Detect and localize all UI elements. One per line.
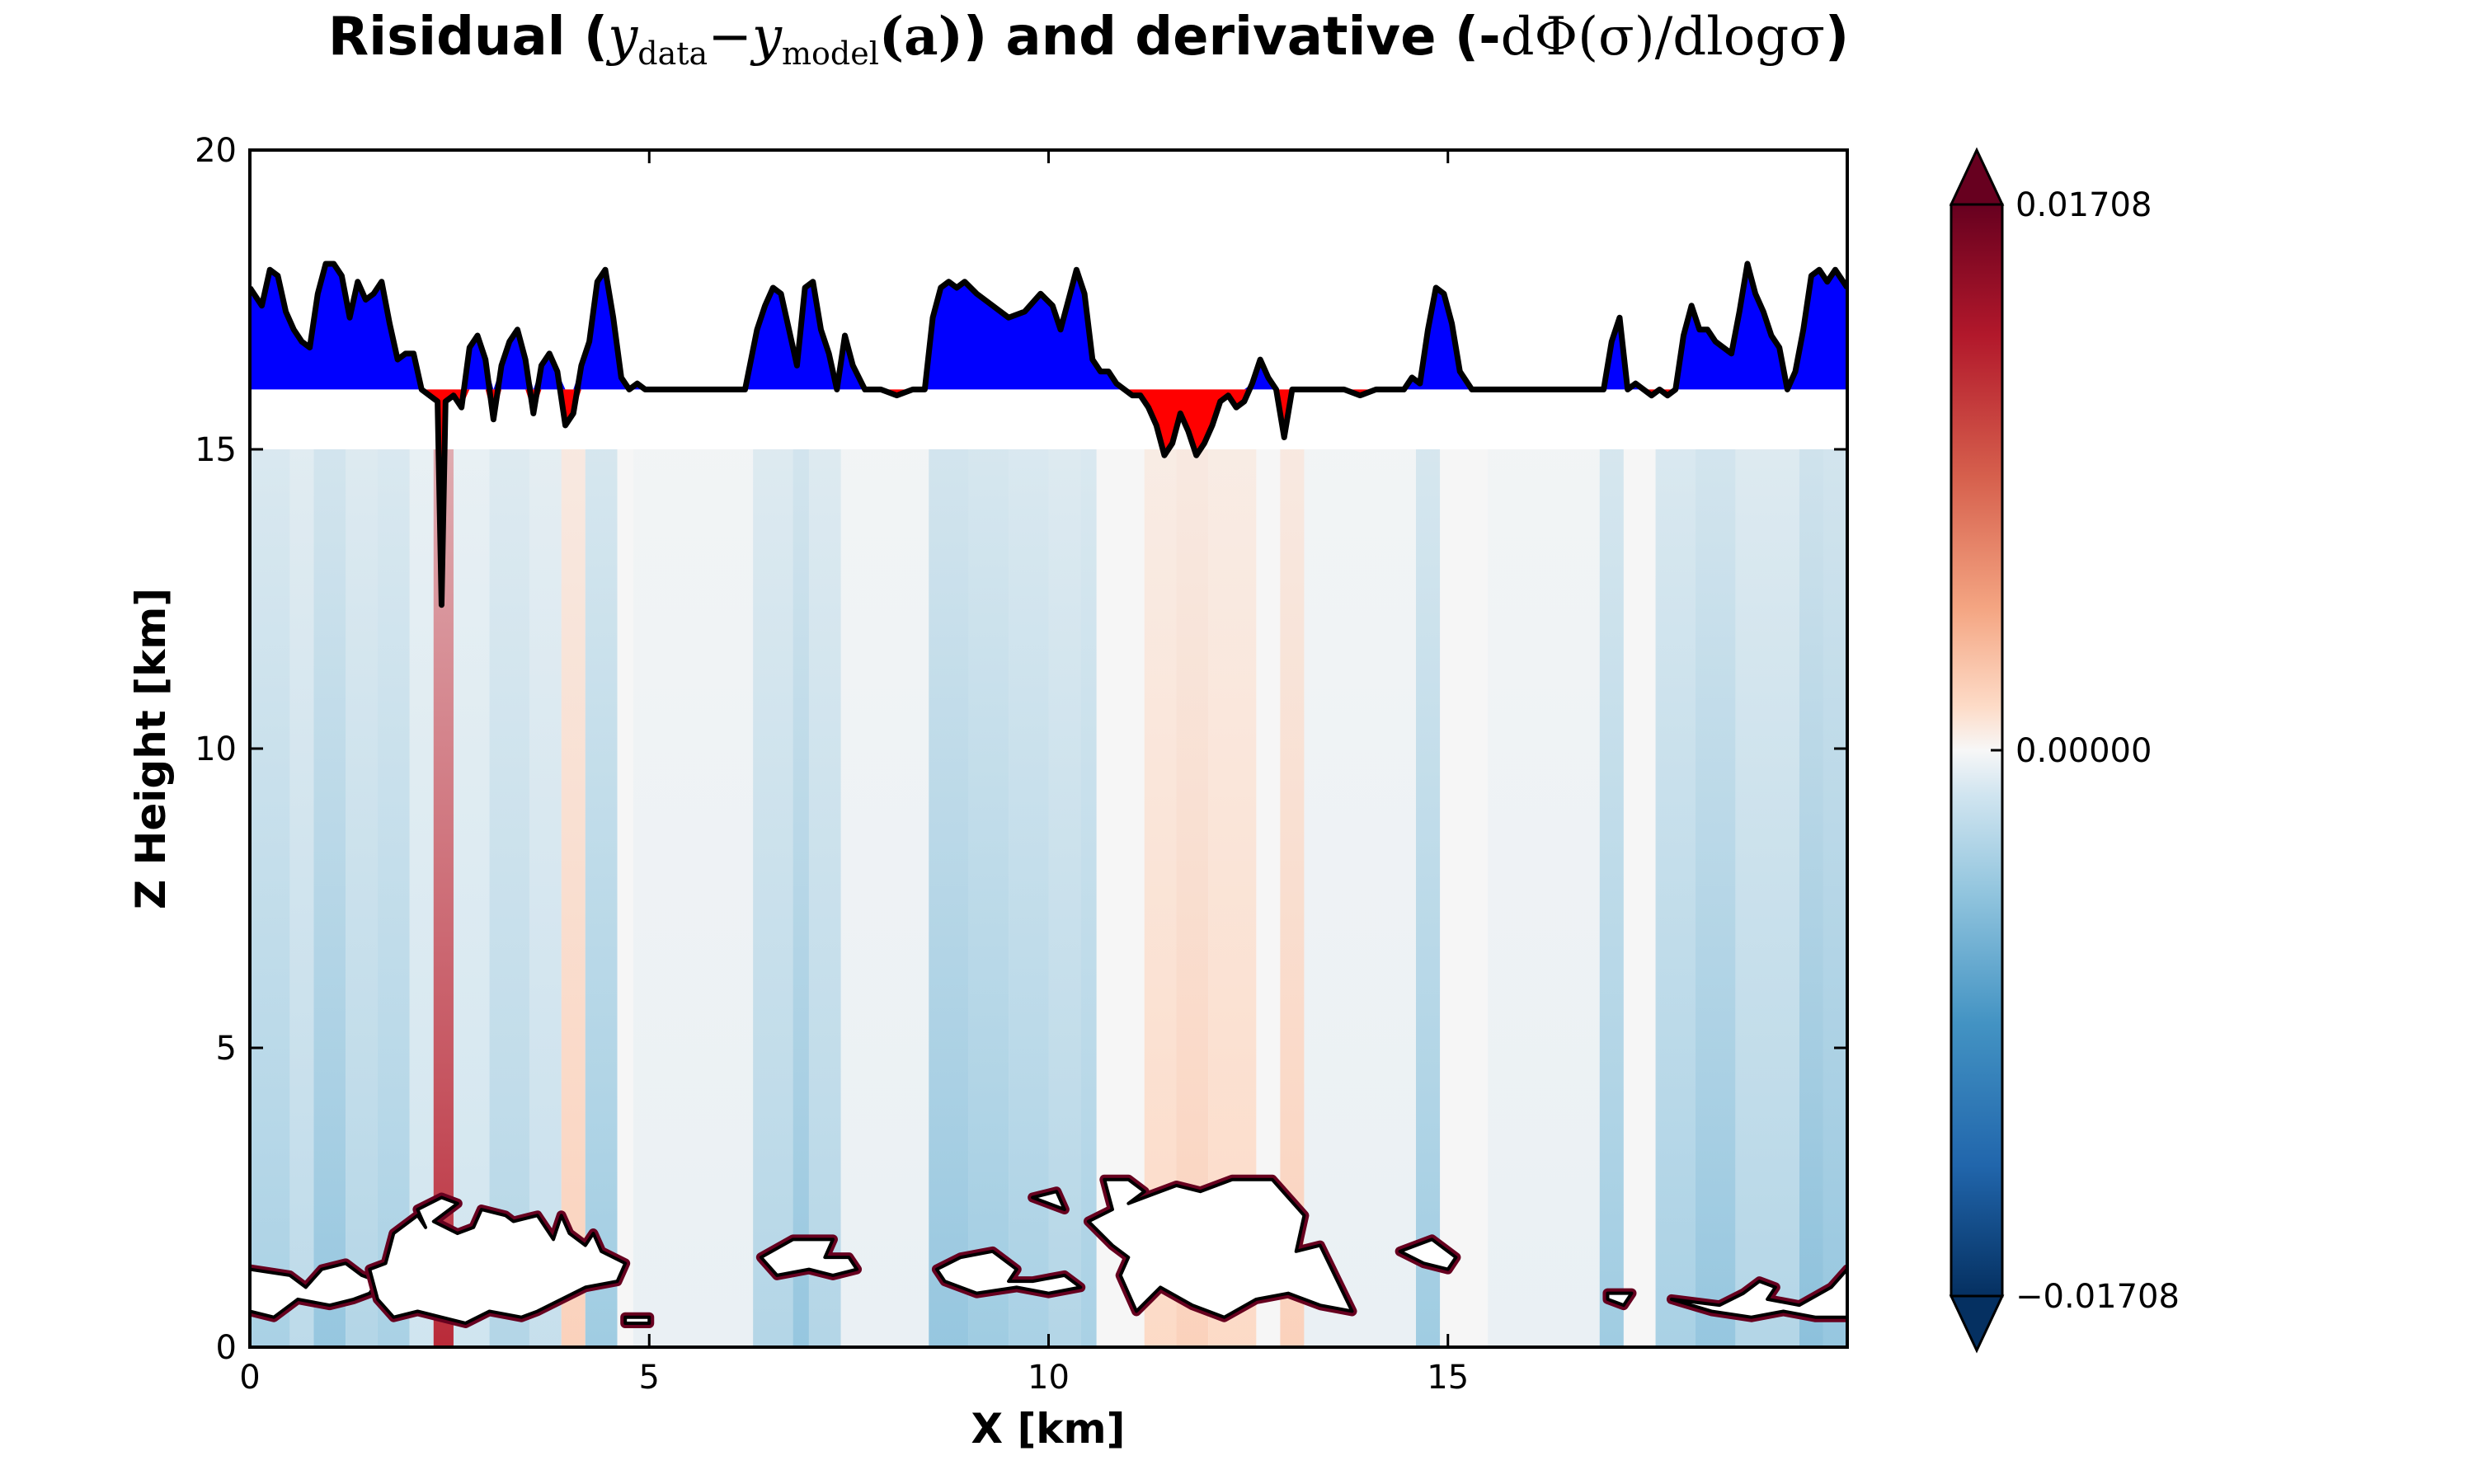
y-tick-label: 0 [216, 1329, 237, 1367]
heatmap-column [1009, 449, 1049, 1347]
cloud-region [623, 1315, 651, 1325]
heatmap-column [1695, 449, 1736, 1347]
cloud-region [934, 1249, 1083, 1295]
heatmap-column [1735, 449, 1799, 1347]
colorbar-extend-max [1949, 147, 2005, 206]
heatmap-column [1823, 449, 1847, 1347]
heatmap-column [840, 449, 929, 1347]
x-tick-label: 10 [1028, 1359, 1070, 1397]
title-ymodel-sub: model [782, 35, 879, 72]
x-tick-label: 0 [239, 1359, 260, 1397]
heatmap-column [753, 449, 793, 1347]
heatmap-column [1080, 449, 1097, 1347]
heatmap-column [633, 449, 754, 1347]
cloud-region [1669, 1267, 1847, 1319]
title-arg: (a) [879, 6, 963, 68]
y-tick-label: 5 [216, 1030, 237, 1068]
residual-positive-fill [250, 263, 1847, 390]
heatmap-column [289, 449, 314, 1347]
x-tick-label: 5 [639, 1359, 660, 1397]
heatmap-column [585, 449, 618, 1347]
colorbar: 0.01708 0.00000 −0.01708 [1949, 147, 2180, 1354]
heatmap-column [929, 449, 969, 1347]
x-axis-label: X [km] [971, 1405, 1125, 1453]
title-deriv: dΦ(σ)/dlogσ [1501, 7, 1825, 68]
heatmap [250, 449, 1847, 1347]
x-axis: 0 5 10 15 [239, 150, 1469, 1397]
y-tick-label: 20 [195, 132, 237, 170]
heatmap-column [409, 449, 434, 1347]
title-ydata-sub: data [637, 35, 708, 72]
y-axis-label: Z Height [km] [127, 588, 175, 909]
y-axis: 0 5 10 15 20 [195, 132, 1847, 1367]
heatmap-column [346, 449, 378, 1347]
y-tick-label: 10 [195, 730, 237, 768]
heatmap-column [313, 449, 346, 1347]
cloud-region [759, 1237, 859, 1277]
heatmap-column [1304, 449, 1417, 1347]
heatmap-column [1416, 449, 1441, 1347]
title-suffix: ) [1825, 7, 1849, 68]
heatmap-column [489, 449, 529, 1347]
cloud-contours [250, 1174, 1847, 1328]
title-ydata: y [605, 7, 638, 68]
title-ymodel: y [750, 7, 783, 68]
title-prefix: Risidual ( [328, 7, 608, 68]
title-minus: − [708, 7, 752, 68]
heatmap-column [808, 449, 841, 1347]
colorbar-tick-label: 0.00000 [2015, 732, 2152, 770]
heatmap-column [250, 449, 290, 1347]
heatmap-column [1799, 449, 1823, 1347]
x-tick-label: 15 [1427, 1359, 1469, 1397]
residual-profile [250, 261, 1847, 608]
colorbar-tick-label: −0.01708 [2015, 1278, 2180, 1316]
colorbar-ticks: 0.01708 0.00000 −0.01708 [1991, 186, 2180, 1316]
cloud-region [1398, 1237, 1458, 1271]
cloud-region [1086, 1177, 1354, 1319]
heatmap-column [1599, 449, 1624, 1347]
heatmap-column [377, 449, 410, 1347]
cloud-region [368, 1195, 628, 1325]
heatmap-column [1655, 449, 1696, 1347]
heatmap-column [1488, 449, 1600, 1347]
heatmap-column [453, 449, 490, 1347]
heatmap-column [561, 449, 586, 1347]
plot-area [250, 150, 1847, 1347]
heatmap-column [968, 449, 1009, 1347]
colorbar-tick-label: 0.01708 [2015, 186, 2152, 224]
colorbar-extend-min [1949, 1294, 2005, 1354]
title-mid: ) and derivative (- [963, 7, 1501, 68]
chart-title: Risidual (ydata−ymodel(a)) and derivativ… [328, 6, 1849, 72]
y-tick-label: 15 [195, 431, 237, 469]
heatmap-column [529, 449, 562, 1347]
cloud-region [1606, 1291, 1634, 1308]
residual-line [250, 261, 1847, 608]
heatmap-column [793, 449, 809, 1347]
cloud-region [1031, 1190, 1066, 1212]
